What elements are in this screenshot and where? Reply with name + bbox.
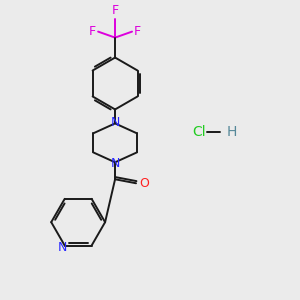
Text: N: N: [110, 116, 120, 129]
Text: F: F: [89, 25, 96, 38]
Text: F: F: [112, 4, 118, 16]
Text: H: H: [227, 125, 237, 140]
Text: F: F: [134, 25, 141, 38]
Text: O: O: [139, 177, 149, 190]
Text: N: N: [110, 157, 120, 170]
Text: N: N: [58, 241, 68, 254]
Text: Cl: Cl: [192, 125, 206, 140]
